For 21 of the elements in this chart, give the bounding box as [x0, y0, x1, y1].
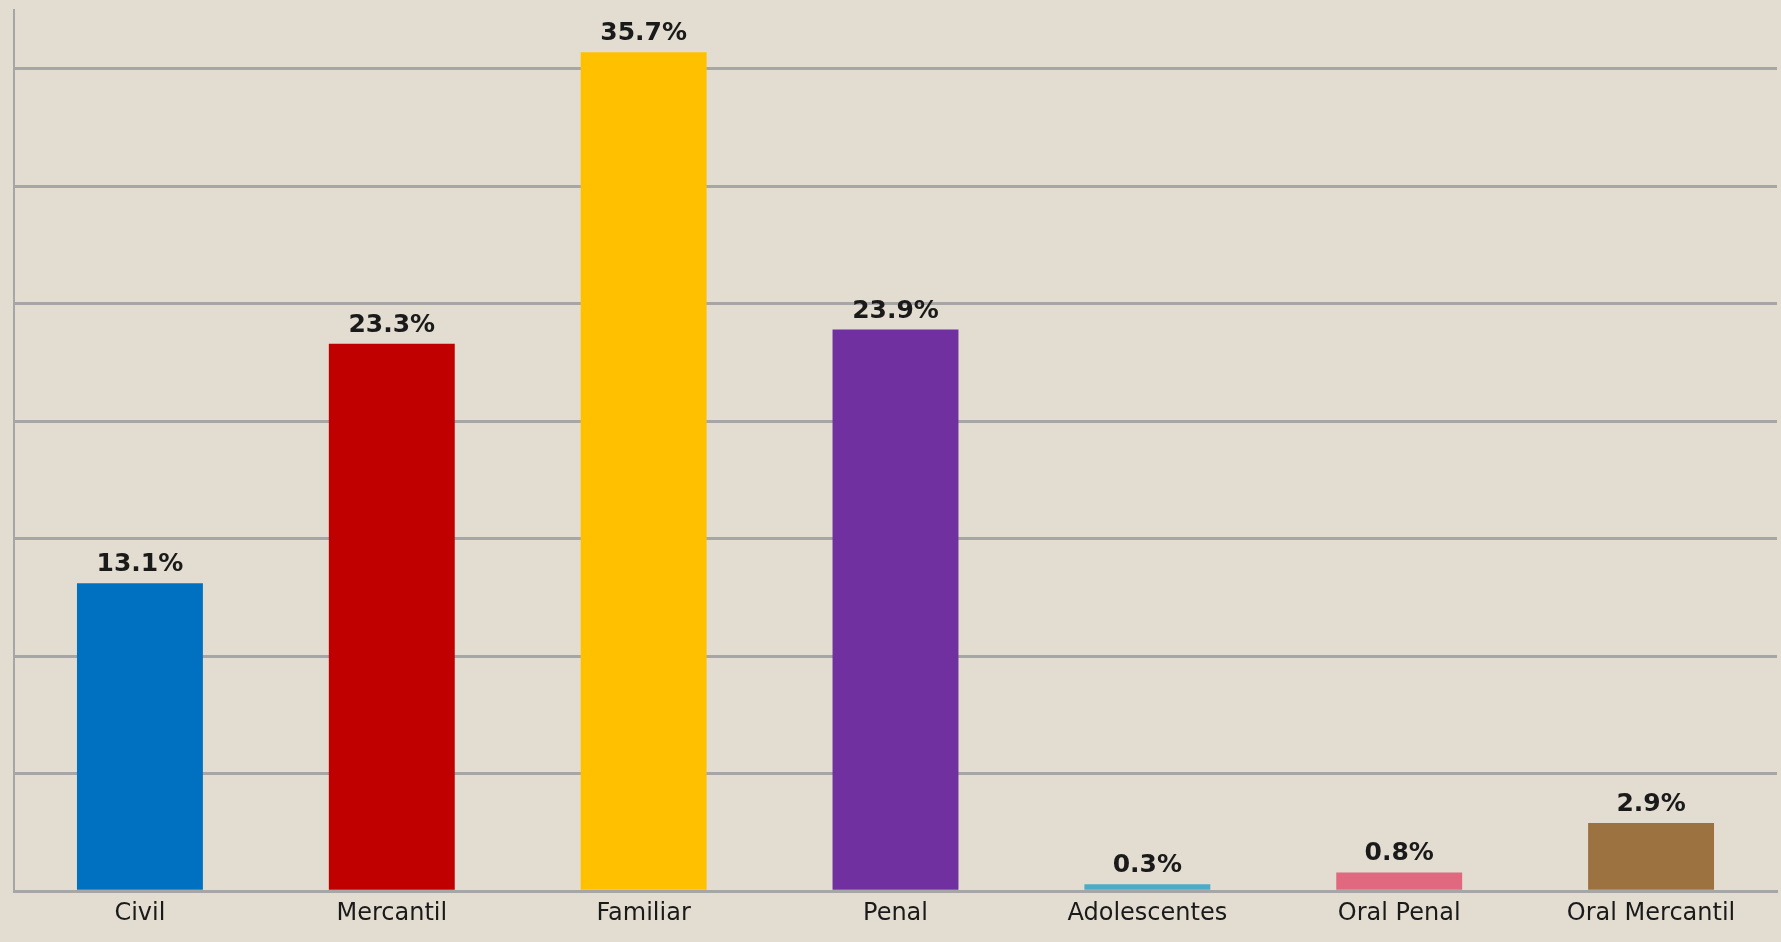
bar [580, 52, 707, 890]
x-tick-label: Adolescentes [1067, 897, 1228, 926]
data-label: 0.3% [1112, 849, 1183, 879]
x-tick-label: Penal [863, 897, 928, 926]
bar [1336, 872, 1463, 890]
data-label: 23.3% [348, 308, 436, 338]
x-tick-label: Familiar [596, 897, 691, 926]
data-label: 2.9% [1616, 788, 1686, 818]
bar [328, 343, 455, 890]
data-label: 23.9% [852, 294, 939, 324]
x-tick-label: Civil [114, 897, 166, 926]
x-tick-label: Oral Penal [1337, 897, 1461, 926]
data-label: 35.7% [600, 17, 688, 47]
x-tick-label: Oral Mercantil [1566, 897, 1736, 926]
bar [76, 583, 203, 890]
bar [832, 329, 959, 890]
data-label: 13.1% [96, 548, 184, 578]
bar [1084, 884, 1211, 890]
data-label: 0.8% [1364, 837, 1434, 867]
x-tick-label: Mercantil [336, 897, 448, 926]
bar [1588, 823, 1715, 890]
